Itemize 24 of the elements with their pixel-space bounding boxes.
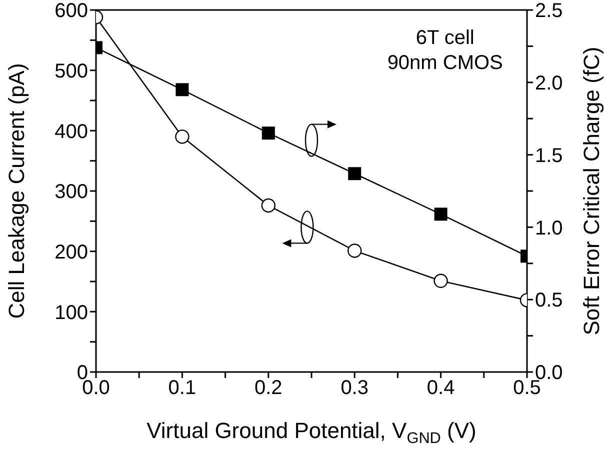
y-tick-label: 600 — [54, 0, 88, 22]
y2-tick-label: 2.5 — [535, 0, 563, 22]
y-tick-label: 400 — [54, 120, 88, 143]
x-tick-label: 0.4 — [426, 377, 455, 400]
x-axis-title: Virtual Ground Potential, V$_{GND}$ (V) — [146, 418, 476, 447]
y2-axis-title: Soft Error Critical Charge (fC) — [579, 46, 604, 336]
y2-tick-label: 1.5 — [535, 144, 563, 167]
y2-tick-label: 0.5 — [535, 290, 563, 312]
y2-tick-label: 2.0 — [535, 72, 563, 95]
y-tick-label: 100 — [54, 302, 88, 324]
x-tick-label: 0.3 — [340, 377, 369, 400]
point — [348, 167, 362, 180]
x-tick-label: 0.1 — [168, 377, 196, 400]
y-tick-label: 300 — [54, 181, 88, 204]
annotation: 90nm CMOS — [387, 52, 503, 74]
y-tick-label: 500 — [54, 60, 88, 82]
y-axis-title: Cell Leakage Current (pA) — [4, 63, 29, 319]
y-tick-label: 200 — [54, 241, 88, 264]
x-tick-label: 0.2 — [254, 377, 282, 400]
point — [348, 244, 362, 258]
y2-tick-label: 1.0 — [535, 217, 563, 240]
point — [261, 198, 276, 213]
annotation: 6T cell — [416, 27, 474, 49]
point — [262, 126, 275, 140]
